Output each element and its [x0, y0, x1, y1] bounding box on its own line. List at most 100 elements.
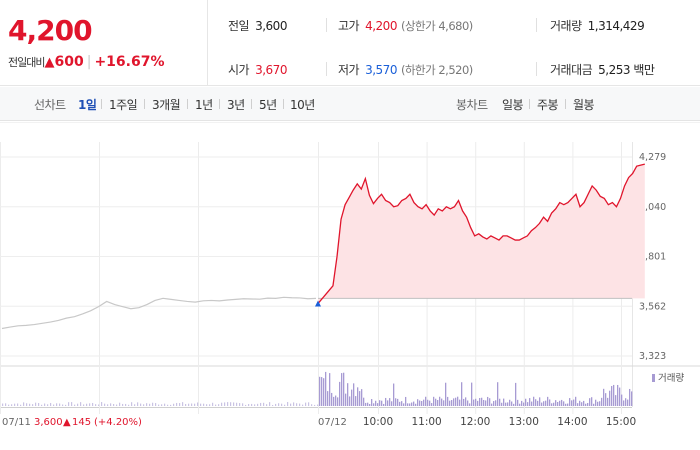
amount-cell: 거래대금 5,253 백만	[550, 61, 655, 78]
candle-weekly[interactable]: 주봉	[537, 98, 559, 112]
volume-bar	[525, 398, 527, 406]
volume-bar	[477, 400, 479, 406]
volume-bar	[278, 403, 280, 406]
period-1w[interactable]: 1주일	[109, 98, 138, 112]
candle-daily[interactable]: 일봉	[502, 98, 524, 112]
volume-label: 거래량	[550, 19, 582, 33]
volume-bar	[122, 403, 124, 406]
lower-limit-label: (하한가	[400, 63, 436, 77]
volume-bar	[98, 404, 100, 406]
period-1d[interactable]: 1일	[78, 98, 97, 112]
volume-bar	[495, 400, 497, 406]
volume-bar	[236, 402, 238, 406]
volume-bar	[365, 402, 367, 406]
volume-bar	[501, 402, 503, 406]
volume-bar	[503, 398, 505, 406]
volume-cell: 거래량 1,314,429	[550, 17, 645, 34]
volume-bar	[131, 402, 133, 406]
prev-change-arrow-icon: ▲	[63, 417, 71, 428]
volume-bar	[317, 404, 319, 406]
period-3m[interactable]: 3개월	[152, 98, 181, 112]
volume-bar	[248, 404, 250, 406]
prev-change-label: 145	[72, 417, 91, 428]
volume-bar	[527, 402, 529, 406]
volume-bar	[589, 398, 591, 406]
volume-bar	[173, 403, 175, 406]
volume-bar	[341, 373, 343, 406]
volume-bar	[425, 396, 427, 406]
volume-bar	[531, 401, 533, 406]
volume-bar	[47, 404, 49, 406]
volume-bar	[529, 398, 531, 406]
volume-bar	[439, 396, 441, 406]
volume-bar	[254, 404, 256, 406]
volume-bar	[555, 400, 557, 406]
volume-bar	[601, 397, 603, 406]
x-tick-label: 10:00	[363, 416, 393, 428]
volume-bar	[146, 403, 148, 406]
volume-bar	[377, 403, 379, 406]
volume-bar	[585, 403, 587, 406]
volume-bar	[629, 388, 631, 406]
volume-bar	[116, 404, 118, 406]
volume-bar	[535, 399, 537, 406]
volume-bar	[345, 393, 347, 406]
volume-bar	[349, 396, 351, 406]
volume-bar	[407, 403, 409, 406]
volume-bar	[533, 396, 535, 406]
divider	[565, 99, 566, 109]
divider	[251, 99, 252, 109]
volume-bar	[493, 401, 495, 406]
volume-bar	[583, 400, 585, 406]
volume-bar	[367, 402, 369, 406]
volume-bar	[599, 401, 601, 406]
volume-bar	[571, 400, 573, 406]
volume-bar	[284, 404, 286, 406]
volume-bar	[627, 399, 629, 406]
volume-bar	[409, 403, 411, 406]
volume-bar	[393, 383, 395, 406]
open-label: 시가	[228, 63, 250, 77]
open-marker-icon	[315, 300, 321, 307]
period-5y[interactable]: 5년	[259, 98, 277, 112]
volume-bar	[296, 403, 298, 406]
volume-bar	[155, 403, 157, 406]
volume-bar	[513, 403, 515, 406]
x-tick-label: 11:00	[411, 416, 441, 428]
volume-bar	[343, 372, 345, 406]
volume-bar	[617, 384, 619, 406]
volume-bar	[44, 403, 46, 406]
prev-date-label: 07/11	[2, 417, 31, 428]
change-label: 전일대비	[8, 56, 45, 69]
volume-bar	[242, 403, 244, 406]
volume-bar	[59, 403, 61, 406]
period-10y[interactable]: 10년	[290, 98, 315, 112]
volume-value: 1,314,429	[587, 19, 645, 33]
period-1y[interactable]: 1년	[195, 98, 213, 112]
volume-bar	[607, 397, 609, 406]
prev-close-label: 3,600	[34, 417, 63, 428]
amount-value: 5,253 백만	[598, 63, 655, 77]
volume-bar	[435, 398, 437, 406]
volume-bar	[110, 403, 112, 406]
volume-bar	[339, 381, 341, 406]
volume-bar	[347, 383, 349, 406]
volume-bar	[323, 378, 325, 406]
volume-bar	[245, 404, 247, 406]
volume-bar	[327, 391, 329, 406]
volume-bar	[595, 399, 597, 406]
volume-bar	[517, 399, 519, 406]
open-value: 3,670	[255, 63, 287, 77]
volume-bar	[224, 402, 226, 406]
volume-bar	[2, 403, 4, 406]
volume-bar	[557, 401, 559, 406]
volume-bar	[519, 403, 521, 406]
volume-bar	[579, 400, 581, 406]
volume-bar	[188, 403, 190, 406]
period-3y[interactable]: 3년	[227, 98, 245, 112]
volume-bar	[609, 390, 611, 406]
volume-bar	[269, 402, 271, 406]
volume-bar	[361, 389, 363, 406]
volume-bar	[523, 402, 525, 406]
candle-monthly[interactable]: 월봉	[573, 98, 595, 112]
